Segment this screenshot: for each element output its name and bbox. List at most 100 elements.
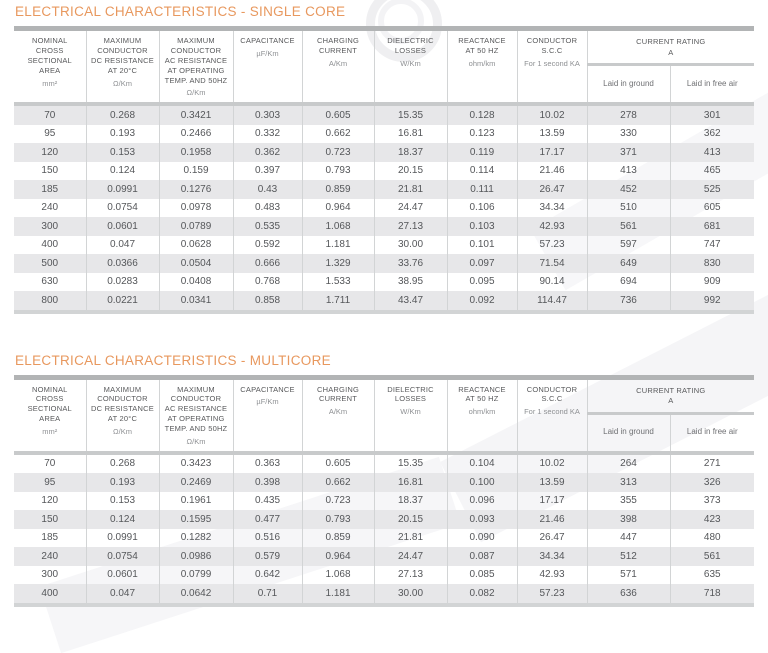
- table-cell: 0.332: [232, 124, 302, 143]
- table-cell: 1.329: [301, 254, 374, 273]
- table-cell: 0.858: [232, 291, 302, 314]
- table-cell: 0.2466: [158, 124, 233, 143]
- single-core-table: NOMINAL CROSS SECTIONAL AREA mm² MAXIMUM…: [14, 26, 755, 314]
- col-header-conductor-scc: CONDUCTOR S.C.C For 1 second KA: [516, 377, 587, 455]
- table-cell: 465: [669, 161, 755, 180]
- table-cell: 413: [586, 161, 670, 180]
- table-cell: 649: [586, 254, 670, 273]
- table-cell: 42.93: [516, 217, 587, 236]
- table-cell: 0.398: [232, 473, 302, 492]
- table-cell: 43.47: [373, 291, 447, 314]
- table-cell: 0.1595: [158, 510, 233, 529]
- table-cell: 0.3423: [158, 452, 233, 473]
- table-cell: 694: [586, 272, 670, 291]
- table-cell: 0.0991: [85, 180, 159, 199]
- table-cell: 0.0366: [85, 254, 159, 273]
- table-cell: 1.533: [301, 272, 374, 291]
- table-cell: 0.0754: [85, 547, 159, 566]
- single-core-section: ELECTRICAL CHARACTERISTICS - SINGLE CORE…: [14, 4, 755, 314]
- table-cell: 326: [669, 473, 755, 492]
- single-core-table-body: 70 0.268 0.3421 0.303 0.605 15.35 0.128 10.02 27…: [14, 104, 755, 314]
- col-unit: W/Km: [400, 407, 421, 417]
- table-cell: 571: [586, 565, 670, 584]
- table-cell: 0.093: [446, 510, 517, 529]
- table-row: 120 0.153 0.1958 0.362 0.723 18.37 0.119 17.17 3…: [14, 143, 755, 162]
- table-cell: 0.114: [446, 161, 517, 180]
- table-cell: 0.268: [85, 452, 159, 473]
- table-cell: 1.068: [301, 565, 374, 584]
- table-cell: 0.0601: [85, 217, 159, 236]
- col-unit: W/Km: [400, 58, 421, 68]
- multicore-table: NOMINAL CROSS SECTIONAL AREA mm² MAXIMUM…: [14, 374, 755, 607]
- table-cell: 0.1961: [158, 491, 233, 510]
- table-cell: 992: [669, 291, 755, 314]
- table-row: 95 0.193 0.2469 0.398 0.662 16.81 0.100 13.59 31…: [14, 473, 755, 492]
- table-cell: 0.123: [446, 124, 517, 143]
- table-cell: 0.159: [158, 161, 233, 180]
- table-cell: 0.082: [446, 584, 517, 607]
- col-header-ac-resistance: MAXIMUM CONDUCTOR AC RESISTANCE AT OPERA…: [158, 377, 233, 455]
- table-cell: 718: [669, 584, 755, 607]
- col-header-charging-current: CHARGING CURRENT A/Km: [301, 28, 374, 106]
- col-unit: ohm/km: [468, 407, 496, 417]
- table-cell: 0.111: [446, 180, 517, 199]
- col-unit: Ω/Km: [113, 427, 132, 437]
- table-cell: 0.0341: [158, 291, 233, 314]
- table-cell: 24.47: [373, 547, 447, 566]
- table-cell: 1.068: [301, 217, 374, 236]
- col-header-reactance: REACTANCE AT 50 HZ ohm/km: [446, 377, 517, 455]
- header-row: NOMINAL CROSS SECTIONAL AREA mm² MAXIMUM…: [14, 377, 755, 455]
- table-cell: 605: [669, 198, 755, 217]
- table-cell: 300: [14, 217, 86, 236]
- table-cell: 447: [586, 528, 670, 547]
- table-cell: 20.15: [373, 510, 447, 529]
- col-header-current-rating: CURRENT RATING A: [586, 377, 755, 415]
- col-header-laid-in-free-air: Laid in free air: [669, 64, 755, 106]
- col-unit: Ω/Km: [186, 436, 206, 446]
- table-cell: 0.662: [301, 473, 374, 492]
- table-row: 240 0.0754 0.0978 0.483 0.964 24.47 0.106 34.34…: [14, 198, 755, 217]
- multicore-table-header: NOMINAL CROSS SECTIONAL AREA mm² MAXIMUM…: [14, 377, 755, 455]
- table-row: 630 0.0283 0.0408 0.768 1.533 38.95 0.095 90.14…: [14, 272, 755, 291]
- table-cell: 114.47: [516, 291, 587, 314]
- table-cell: 0.605: [301, 452, 374, 473]
- table-cell: 400: [41, 239, 59, 251]
- table-cell: 0.303: [232, 104, 302, 125]
- table-cell: 0.0978: [158, 198, 233, 217]
- table-cell: 34.34: [516, 547, 587, 566]
- table-cell: 0.435: [232, 491, 302, 510]
- col-label: CAPACITANCE: [240, 384, 295, 394]
- table-cell: 30.00: [373, 235, 447, 254]
- table-cell: 301: [669, 104, 755, 125]
- col-unit: mm²: [42, 78, 58, 88]
- table-cell: 0.104: [446, 452, 517, 473]
- table-cell: 0.119: [446, 143, 517, 162]
- table-cell: 0.193: [85, 473, 159, 492]
- table-cell: 0.793: [301, 161, 374, 180]
- table-cell: 0.096: [446, 491, 517, 510]
- table-cell: 0.092: [446, 291, 517, 314]
- col-header-conductor-scc: CONDUCTOR S.C.C For 1 second KA: [516, 28, 587, 106]
- table-cell: 0.0221: [85, 291, 159, 314]
- table-row: 500 0.0366 0.0504 0.666 1.329 33.76 0.097 71.54…: [14, 254, 755, 273]
- table-row: 800 0.0221 0.0341 0.858 1.711 43.47 0.092 114.4…: [14, 291, 755, 314]
- col-unit: mm²: [42, 427, 58, 437]
- table-cell: 240: [41, 202, 59, 214]
- col-label: MAXIMUM CONDUCTOR DC RESISTANCE AT 20°C: [91, 384, 154, 424]
- table-cell: 313: [586, 473, 670, 492]
- col-unit: Ω/Km: [186, 88, 206, 98]
- table-cell: 561: [586, 217, 670, 236]
- table-cell: 0.3421: [158, 104, 233, 125]
- table-cell: 0.095: [446, 272, 517, 291]
- table-cell: 0.642: [232, 565, 302, 584]
- table-row: 185 0.0991 0.1276 0.43 0.859 21.81 0.111 26.47 4…: [14, 180, 755, 199]
- table-cell: 18.37: [373, 143, 447, 162]
- col-label: MAXIMUM CONDUCTOR DC RESISTANCE AT 20°C: [91, 36, 154, 75]
- table-cell: 0.100: [446, 473, 517, 492]
- table-cell: 0.362: [232, 143, 302, 162]
- table-cell: 747: [669, 235, 755, 254]
- table-cell: 185: [14, 180, 86, 199]
- table-cell: 240: [14, 547, 86, 566]
- table-cell: 0.0789: [158, 217, 233, 236]
- table-row: 400 0.047 0.0628 0.592 1.181 30.00 0.101 57.23 5…: [14, 235, 755, 254]
